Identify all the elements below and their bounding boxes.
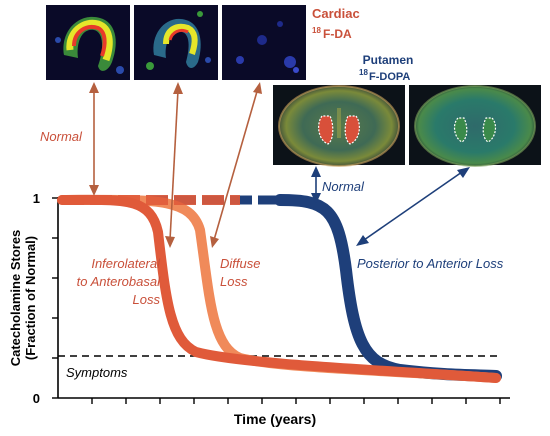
y-axis-label: Catecholamine Stores (Fraction of Normal…: [8, 230, 38, 367]
x-axis-ticks: [91, 398, 501, 404]
cardiac-tracer: F-DA: [323, 27, 352, 41]
label-normal-cardiac: Normal: [40, 129, 83, 144]
putamen-image-normal: [273, 85, 405, 167]
axes: [52, 197, 510, 404]
label-posterior-to-anterior: Posterior to Anterior Loss: [357, 256, 504, 271]
arrow-cardiac-diffuse: [210, 82, 262, 248]
label-diffuse-line-2: Loss: [220, 274, 248, 289]
putamen-tracer: F-DOPA: [369, 71, 410, 83]
y-axis-label-line-2: (Fraction of Normal): [23, 236, 38, 360]
cardiac-pet-image-normal: [46, 5, 130, 80]
arrow-putamen-loss: [356, 167, 470, 246]
y-tick-label-0: 0: [33, 391, 40, 406]
putamen-curve: [274, 194, 502, 382]
y-axis-label-line-1: Catecholamine Stores: [8, 230, 23, 367]
x-axis-label: Time (years): [234, 411, 316, 427]
cardiac-pet-image-diffuse-loss: [222, 5, 306, 80]
label-inferolateral-line-3: Loss: [133, 292, 161, 307]
cardiac-pet-image-inferolateral-loss: [134, 5, 218, 80]
arrow-putamen-normal: [311, 166, 321, 204]
cardiac-tracer-superscript: 18: [312, 26, 321, 35]
label-normal-putamen: Normal: [322, 179, 365, 194]
arrow-cardiac-inferolateral: [165, 82, 183, 248]
putamen-image-loss: [409, 85, 541, 167]
y-axis-ticks: [52, 197, 58, 399]
label-diffuse-line-1: Diffuse: [220, 256, 260, 271]
symptoms-label: Symptoms: [66, 365, 128, 380]
y-tick-label-1: 1: [33, 191, 40, 206]
label-inferolateral-line-2: to Anterobasal: [77, 274, 161, 289]
cardiac-title: Cardiac: [312, 6, 360, 21]
arrow-cardiac-normal: [89, 82, 99, 196]
label-inferolateral-line-1: Inferolateral: [91, 256, 161, 271]
putamen-title: Putamen: [363, 53, 414, 67]
putamen-tracer-superscript: 18: [359, 68, 368, 77]
